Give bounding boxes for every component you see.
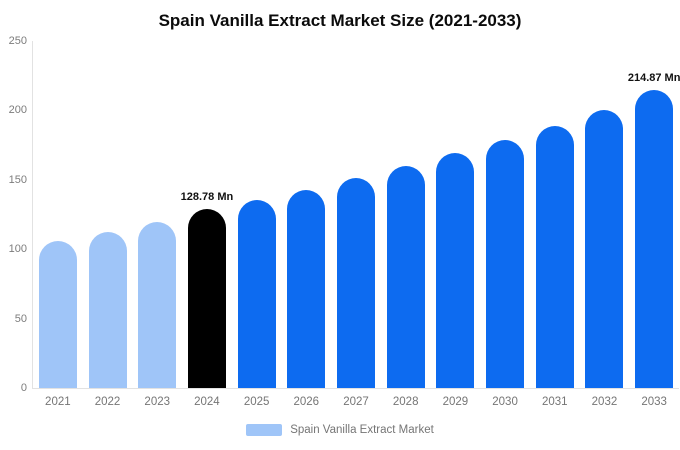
y-axis-label: 250 — [8, 35, 27, 47]
x-axis-label: 2022 — [94, 396, 121, 408]
x-axis-label: 2029 — [442, 396, 469, 408]
chart-title: Spain Vanilla Extract Market Size (2021-… — [158, 11, 522, 30]
x-axis-label: 2031 — [541, 396, 568, 408]
x-axis-label: 2025 — [243, 396, 270, 408]
bar-2033[interactable] — [635, 89, 674, 388]
plot-area: 0 50 100 150 200 250 2021 2022 2023 2024 2025 2026 2… — [9, 35, 680, 408]
bar-2021[interactable] — [38, 240, 77, 388]
bar-2029[interactable] — [436, 153, 475, 388]
bar-2031[interactable] — [535, 125, 574, 388]
y-axis-label: 0 — [20, 382, 27, 394]
x-axis-label: 2021 — [45, 396, 71, 408]
x-axis-label: 2027 — [343, 396, 369, 408]
legend-marker[interactable] — [246, 424, 283, 436]
bar-2030[interactable] — [486, 139, 525, 388]
x-axis-label: 2026 — [293, 396, 320, 408]
x-axis-label: 2030 — [492, 396, 518, 408]
x-axis-label: 2023 — [144, 396, 171, 408]
bar-2026[interactable] — [287, 189, 326, 388]
x-axis-label: 2033 — [641, 396, 667, 408]
bar-2027[interactable] — [337, 178, 375, 388]
data-label-2024: 128.78 Mn — [180, 191, 234, 204]
bar-2022[interactable] — [88, 231, 127, 388]
legend: Spain Vanilla Extract Market — [0, 424, 680, 436]
legend-label[interactable]: Spain Vanilla Extract Market — [290, 424, 434, 436]
bar-2023[interactable] — [138, 222, 177, 388]
y-axis-label: 200 — [8, 104, 27, 117]
y-axis-label: 100 — [8, 243, 27, 256]
y-axis-label: 150 — [8, 173, 27, 186]
data-label-2033: 214.87 Mn — [627, 71, 680, 84]
bar-2025[interactable] — [237, 199, 276, 388]
x-axis-label: 2028 — [392, 396, 419, 408]
bar-2032[interactable] — [585, 109, 624, 388]
y-axis-label: 50 — [14, 312, 27, 325]
x-axis-label: 2032 — [591, 396, 618, 408]
bar-2024[interactable] — [187, 209, 226, 388]
x-axis-label: 2024 — [194, 396, 220, 408]
bar-2028[interactable] — [386, 165, 425, 388]
